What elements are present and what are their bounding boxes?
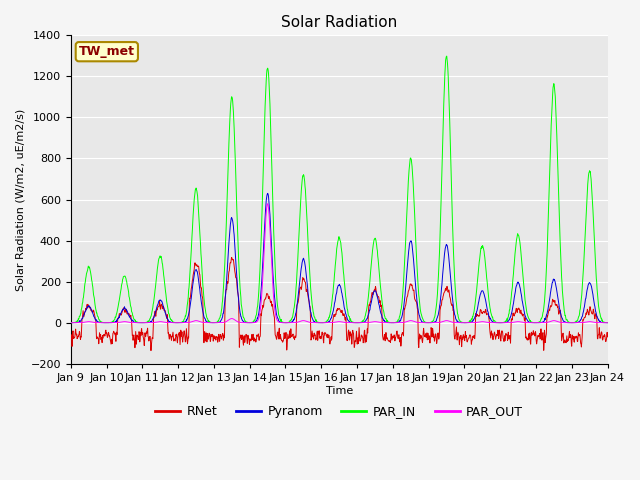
RNet [493, 333, 501, 339]
PAR_OUT [246, 320, 254, 325]
Text: TW_met: TW_met [79, 45, 135, 58]
PAR_IN [173, 320, 181, 325]
PAR_IN [493, 320, 501, 325]
RNet [604, 334, 611, 340]
Pyranom [186, 302, 194, 308]
PAR_IN [186, 267, 194, 273]
PAR_IN [313, 320, 321, 325]
PAR_OUT [186, 319, 194, 325]
Y-axis label: Solar Radiation (W/m2, uE/m2/s): Solar Radiation (W/m2, uE/m2/s) [15, 108, 25, 291]
PAR_IN [541, 299, 548, 304]
RNet [541, 327, 548, 333]
PAR_IN [67, 320, 75, 325]
PAR_OUT [67, 320, 75, 325]
Pyranom [604, 320, 611, 325]
RNet [247, 338, 255, 344]
Pyranom [67, 320, 75, 325]
RNet [228, 254, 236, 260]
RNet [423, 330, 431, 336]
PAR_IN [604, 320, 611, 325]
RNet [187, 293, 195, 299]
Line: Pyranom: Pyranom [71, 193, 607, 323]
Line: RNet: RNet [71, 257, 607, 350]
Line: PAR_OUT: PAR_OUT [71, 204, 607, 323]
PAR_OUT [423, 320, 431, 325]
PAR_IN [443, 53, 451, 59]
Pyranom [264, 191, 271, 196]
PAR_IN [246, 320, 254, 325]
Pyranom [493, 320, 500, 325]
PAR_OUT [540, 320, 548, 325]
Pyranom [173, 320, 181, 325]
PAR_OUT [604, 320, 611, 325]
Pyranom [423, 320, 431, 325]
PAR_OUT [493, 320, 500, 325]
PAR_OUT [173, 320, 181, 325]
X-axis label: Time: Time [326, 385, 353, 396]
Pyranom [540, 318, 548, 324]
Line: PAR_IN: PAR_IN [71, 56, 607, 323]
RNet [67, 336, 75, 342]
Title: Solar Radiation: Solar Radiation [281, 15, 397, 30]
RNet [147, 348, 155, 353]
PAR_IN [423, 320, 431, 325]
Pyranom [246, 320, 254, 325]
Legend: RNet, Pyranom, PAR_IN, PAR_OUT: RNet, Pyranom, PAR_IN, PAR_OUT [150, 400, 528, 423]
RNet [173, 340, 181, 346]
PAR_OUT [264, 201, 271, 206]
